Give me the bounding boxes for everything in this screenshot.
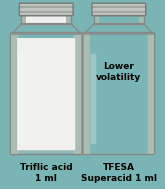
Bar <box>139 15 144 24</box>
FancyBboxPatch shape <box>83 33 91 154</box>
FancyBboxPatch shape <box>17 38 75 150</box>
Bar <box>20 11 73 13</box>
Bar <box>20 13 73 15</box>
Bar <box>21 15 71 24</box>
Bar <box>99 15 139 24</box>
Bar <box>92 8 145 11</box>
FancyBboxPatch shape <box>18 54 24 144</box>
FancyBboxPatch shape <box>146 33 154 154</box>
Bar <box>92 6 145 8</box>
Text: Superacid 1 ml: Superacid 1 ml <box>81 174 157 183</box>
Polygon shape <box>84 23 94 34</box>
Bar <box>18 148 75 153</box>
Bar <box>92 13 145 15</box>
Text: 1 ml: 1 ml <box>35 174 57 183</box>
Polygon shape <box>12 23 21 34</box>
Text: TFESA: TFESA <box>103 163 135 172</box>
Bar <box>20 8 73 11</box>
Text: Triflic acid: Triflic acid <box>20 163 72 172</box>
FancyBboxPatch shape <box>90 33 148 154</box>
FancyBboxPatch shape <box>11 33 19 154</box>
Bar <box>20 4 73 6</box>
Polygon shape <box>144 23 153 34</box>
Bar <box>20 6 73 8</box>
Bar <box>66 15 71 24</box>
Polygon shape <box>71 23 81 34</box>
Bar <box>21 15 26 24</box>
FancyBboxPatch shape <box>74 33 82 154</box>
Bar <box>92 4 145 6</box>
Bar <box>94 15 144 24</box>
Bar <box>94 15 99 24</box>
FancyBboxPatch shape <box>91 54 96 144</box>
Text: Lower
volatility: Lower volatility <box>96 62 141 81</box>
Bar <box>26 15 66 24</box>
Bar <box>92 11 145 13</box>
